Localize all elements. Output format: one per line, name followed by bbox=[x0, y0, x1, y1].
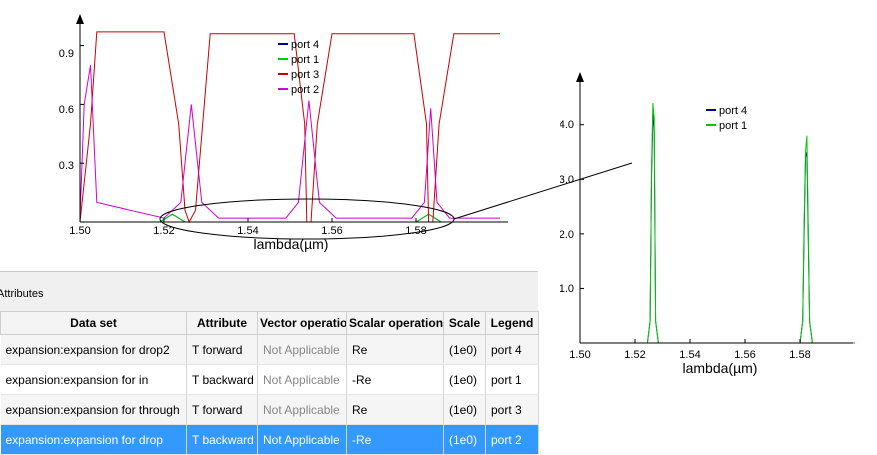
right-plot-x-tick-labels: 1.50 1.52 1.54 1.56 1.58 bbox=[569, 349, 810, 361]
left-plot-x-tick-labels: 1.50 1.52 1.54 1.56 1.58 bbox=[69, 225, 426, 237]
left-transmission-plot[interactable]: 1.50 1.52 1.54 1.56 1.58 0.3 0.6 0.9 lam… bbox=[0, 0, 540, 262]
left-y-tick-label: 0.6 bbox=[59, 104, 74, 116]
left-plot-y-arrow bbox=[76, 14, 84, 24]
right-y-tick-label: 2.0 bbox=[560, 229, 574, 241]
right-plot-legend: port 4 port 1 bbox=[706, 105, 747, 132]
left-y-tick-label: 0.9 bbox=[59, 48, 74, 60]
attributes-table-header-row: Data set Attribute Vector operatio Scala… bbox=[0, 311, 539, 335]
cell-attribute[interactable]: T forward bbox=[186, 334, 258, 365]
attributes-panel-header: Attributes bbox=[0, 271, 538, 312]
attributes-panel-title: Attributes bbox=[0, 288, 44, 300]
series-line-port-1 bbox=[80, 213, 500, 223]
right-y-tick-label: 3.0 bbox=[560, 174, 574, 186]
cell-vector-operation[interactable]: Not Applicable bbox=[257, 424, 347, 455]
cell-scalar-operation[interactable]: -Re bbox=[346, 424, 444, 455]
cell-scale[interactable]: (1e0) bbox=[443, 364, 486, 395]
cell-vector-operation[interactable]: Not Applicable bbox=[257, 334, 347, 365]
cell-scale[interactable]: (1e0) bbox=[443, 424, 486, 455]
right-plot-x-axis-label: lambda(µm) bbox=[683, 360, 758, 376]
cell-scalar-operation[interactable]: -Re bbox=[346, 364, 444, 395]
cell-legend[interactable]: port 2 bbox=[485, 424, 539, 455]
cell-legend[interactable]: port 4 bbox=[485, 334, 539, 365]
cell-data-set[interactable]: expansion:expansion for through bbox=[0, 394, 187, 425]
left-plot-x-axis-label: lambda(µm) bbox=[254, 236, 329, 252]
cell-legend[interactable]: port 1 bbox=[485, 364, 539, 395]
series-line-port-4 bbox=[80, 213, 500, 223]
column-header-attribute[interactable]: Attribute bbox=[186, 311, 258, 335]
right-plot-ticks bbox=[579, 124, 801, 343]
right-x-tick-label: 1.50 bbox=[569, 349, 590, 361]
series-line-port-4 bbox=[580, 113, 855, 344]
cell-data-set[interactable]: expansion:expansion for drop bbox=[0, 424, 187, 455]
attributes-table[interactable]: Data set Attribute Vector operatio Scala… bbox=[0, 311, 539, 455]
left-plot-ticks bbox=[79, 45, 417, 222]
left-x-tick-label: 1.54 bbox=[237, 225, 258, 237]
right-x-tick-label: 1.56 bbox=[734, 349, 755, 361]
right-x-tick-label: 1.52 bbox=[624, 349, 645, 361]
attributes-panel: Attributes Data set Attribute Vector ope… bbox=[0, 271, 539, 455]
table-row[interactable]: expansion:expansion for in T backward No… bbox=[0, 364, 539, 395]
cell-data-set[interactable]: expansion:expansion for drop2 bbox=[0, 334, 187, 365]
right-plot-y-tick-labels: 1.0 2.0 3.0 4.0 bbox=[560, 119, 574, 295]
legend-label-port-1: port 1 bbox=[719, 120, 747, 132]
table-row[interactable]: expansion:expansion for through T forwar… bbox=[0, 394, 539, 425]
left-x-tick-label: 1.52 bbox=[153, 225, 174, 237]
legend-label-port-4: port 4 bbox=[291, 39, 319, 51]
cell-data-set[interactable]: expansion:expansion for in bbox=[0, 364, 187, 395]
left-x-tick-label: 1.50 bbox=[69, 225, 90, 237]
column-header-scale[interactable]: Scale bbox=[443, 311, 486, 335]
right-plot-y-arrow bbox=[576, 72, 584, 82]
right-y-tick-label: 4.0 bbox=[560, 119, 574, 131]
right-plot-series bbox=[580, 102, 855, 344]
column-header-data-set[interactable]: Data set bbox=[0, 311, 187, 335]
cell-legend[interactable]: port 3 bbox=[485, 394, 539, 425]
cell-scale[interactable]: (1e0) bbox=[443, 394, 486, 425]
table-row[interactable]: expansion:expansion for drop2 T forward … bbox=[0, 334, 539, 365]
left-plot-legend: port 4 port 1 port 3 port 2 bbox=[278, 39, 319, 96]
legend-label-port-3: port 3 bbox=[291, 69, 319, 81]
cell-vector-operation[interactable]: Not Applicable bbox=[257, 394, 347, 425]
column-header-vector-operation[interactable]: Vector operatio bbox=[257, 311, 347, 335]
left-x-tick-label: 1.56 bbox=[321, 225, 342, 237]
cell-scalar-operation[interactable]: Re bbox=[346, 334, 444, 365]
left-x-tick-label: 1.58 bbox=[405, 225, 426, 237]
left-plot-series bbox=[79, 31, 500, 224]
column-header-scalar-operation[interactable]: Scalar operation bbox=[346, 311, 444, 335]
left-plot-y-tick-labels: 0.3 0.6 0.9 bbox=[59, 48, 74, 172]
cell-attribute[interactable]: T backward bbox=[186, 424, 258, 455]
right-x-tick-label: 1.54 bbox=[679, 349, 700, 361]
left-y-tick-label: 0.3 bbox=[59, 160, 74, 172]
right-x-tick-label: 1.58 bbox=[789, 349, 810, 361]
cell-scale[interactable]: (1e0) bbox=[443, 334, 486, 365]
right-zoom-plot[interactable]: 1.50 1.52 1.54 1.56 1.58 1.0 2.0 3.0 4.0… bbox=[560, 60, 860, 440]
series-line-port-2 bbox=[79, 65, 500, 219]
legend-label-port-1: port 1 bbox=[291, 54, 319, 66]
table-row-selected[interactable]: expansion:expansion for drop T backward … bbox=[0, 424, 539, 455]
right-y-tick-label: 1.0 bbox=[560, 283, 574, 295]
series-line-port-1 bbox=[580, 102, 855, 344]
legend-label-port-4: port 4 bbox=[719, 105, 747, 117]
cell-attribute[interactable]: T forward bbox=[186, 394, 258, 425]
series-line-port-3 bbox=[79, 31, 500, 224]
legend-label-port-2: port 2 bbox=[291, 84, 319, 96]
column-header-legend[interactable]: Legend bbox=[485, 311, 539, 335]
cell-scalar-operation[interactable]: Re bbox=[346, 394, 444, 425]
cell-attribute[interactable]: T backward bbox=[186, 364, 258, 395]
cell-vector-operation[interactable]: Not Applicable bbox=[257, 364, 347, 395]
